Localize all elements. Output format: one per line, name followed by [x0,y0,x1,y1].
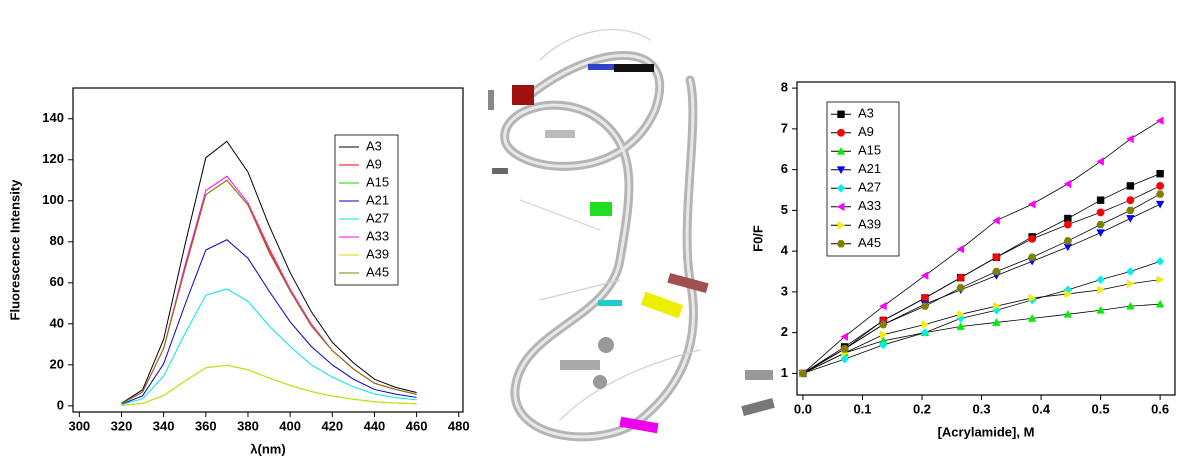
marker [993,253,1001,261]
marker [1126,135,1134,143]
marker [1126,196,1134,204]
legend-label: A45 [858,235,881,250]
marker [1156,190,1164,197]
y-tick-label: 8 [781,80,788,95]
legend-label: A3 [366,138,382,153]
x-tick-label: 380 [237,418,259,433]
x-tick-label: 420 [321,418,343,433]
y-tick-label: 0 [57,397,64,412]
legend-label: A27 [858,180,881,195]
y-tick-label: 60 [50,274,64,289]
marker [1126,267,1134,275]
x-tick-label: 340 [153,418,175,433]
marker [1156,300,1164,308]
y-tick-label: 2 [781,324,788,339]
y-tick-label: 80 [50,233,64,248]
x-tick-label: 400 [279,418,301,433]
y-tick-label: 120 [42,151,64,166]
legend-label: A15 [858,143,881,158]
y-tick-label: 6 [781,161,788,176]
legend-label: A9 [858,124,874,139]
marker [1157,275,1165,283]
chart: 0.0 0.1 0.2 0.3 0.4 0.5 0.6 1 2 3 4 5 6 7 8 [Acrylamide… [750,80,1175,440]
y-tick-label: 4 [781,243,789,258]
legend-label: A39 [858,217,881,232]
x-tick-label: 0.5 [1092,401,1110,416]
legend-label: A27 [366,210,389,225]
x-tick-label: 0.3 [972,401,990,416]
series-line [803,280,1160,374]
marker [921,303,929,310]
x-tick-label: 0.0 [794,401,812,416]
y-tick-label: 100 [42,192,64,207]
x-tick-label: 0.6 [1151,401,1169,416]
marker [1156,182,1164,190]
legend-label: A9 [366,156,382,171]
marker [1156,201,1164,209]
marker [1156,117,1164,125]
chart: 300 320 340 360 380 400 420 440 460 480 0 20 40 60 80 1… [7,88,469,456]
marker [957,245,965,253]
marker [921,294,929,302]
legend-label: A3 [858,106,874,121]
legend-label: A33 [858,198,881,213]
x-tick-label: 300 [68,418,90,433]
x-tick-label: 0.1 [853,401,871,416]
marker [1097,209,1105,217]
marker [1064,180,1072,188]
marker [957,274,965,282]
marker [837,111,844,118]
legend-label: A21 [858,161,881,176]
marker [1126,215,1134,223]
marker [1096,221,1104,228]
x-axis-label: [Acrylamide], M [938,424,1035,439]
marker [1126,207,1134,214]
x-tick-label: 0.2 [913,401,931,416]
legend-label: A21 [366,192,389,207]
marker [1028,235,1036,243]
figure: 300 320 340 360 380 400 420 440 460 480 0 20 40 60 80 1… [0,0,1185,470]
y-tick-label: 20 [50,356,64,371]
y-tick-label: 3 [781,283,788,298]
y-tick-label: 5 [781,202,788,217]
y-tick-label: 1 [781,365,788,380]
x-tick-label: 320 [111,418,133,433]
marker [921,271,929,279]
marker [1156,170,1163,177]
series-line [121,289,416,405]
legend-label: A45 [366,264,389,279]
marker [1156,257,1164,265]
y-tick-label: 40 [50,315,64,330]
marker [957,284,965,291]
x-axis-label: λ(nm) [250,441,285,456]
y-tick-label: 140 [42,110,64,125]
marker [1064,221,1072,229]
marker [879,302,887,310]
marker [922,320,930,328]
x-tick-label: 460 [406,418,428,433]
y-axis-label: Fluorescence Intensity [7,179,22,321]
y-tick-label: 7 [781,120,788,135]
x-tick-label: 480 [448,418,470,433]
legend-label: A33 [366,228,389,243]
marker [837,129,845,137]
marker [1127,182,1134,189]
x-tick-label: 360 [195,418,217,433]
marker [1096,157,1104,165]
x-tick-label: 0.4 [1032,401,1051,416]
rna-structure [488,30,775,437]
marker [1064,237,1072,244]
marker [1096,275,1104,283]
marker [1064,244,1072,252]
legend-label: A39 [366,246,389,261]
x-tick-label: 440 [364,418,386,433]
marker [1127,280,1135,288]
marker [1097,196,1104,203]
marker [1028,200,1036,208]
marker [1096,229,1104,237]
legend-label: A15 [366,174,389,189]
y-axis-label: F0/F [750,225,765,252]
marker [1097,286,1105,294]
